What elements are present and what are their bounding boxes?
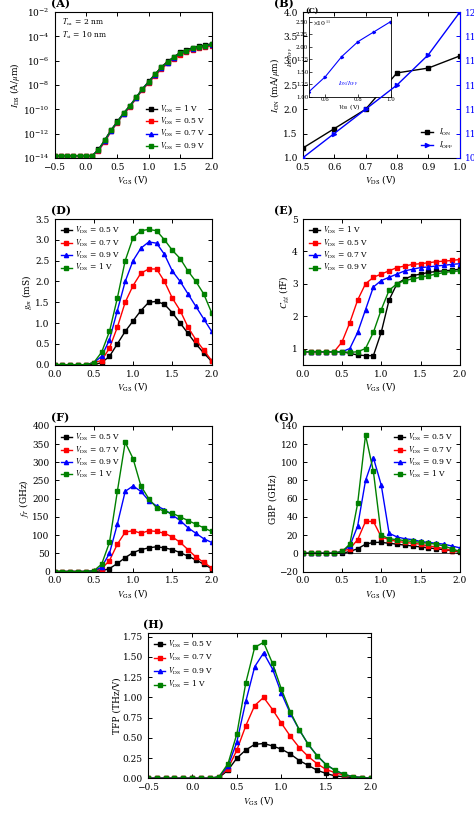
X-axis label: $V_\mathrm{GS}$ (V): $V_\mathrm{GS}$ (V)	[365, 380, 397, 393]
Y-axis label: $f_T$ (GHz): $f_T$ (GHz)	[17, 479, 31, 518]
Text: (B): (B)	[274, 0, 294, 9]
Legend: $V_\mathrm{DS}$ = 0.5 V, $V_\mathrm{DS}$ = 0.7 V, $V_\mathrm{DS}$ = 0.9 V, $V_\m: $V_\mathrm{DS}$ = 0.5 V, $V_\mathrm{DS}$…	[58, 430, 123, 482]
Legend: $V_\mathrm{DS}$ = 1 V, $V_\mathrm{DS}$ = 0.5 V, $V_\mathrm{DS}$ = 0.7 V, $V_\mat: $V_\mathrm{DS}$ = 1 V, $V_\mathrm{DS}$ =…	[143, 101, 208, 154]
Y-axis label: TFP (THz/V): TFP (THz/V)	[112, 677, 121, 734]
Legend: $V_\mathrm{DS}$ = 0.5 V, $V_\mathrm{DS}$ = 0.7 V, $V_\mathrm{DS}$ = 0.9 V, $V_\m: $V_\mathrm{DS}$ = 0.5 V, $V_\mathrm{DS}$…	[58, 222, 123, 275]
X-axis label: $V_\mathrm{GS}$ (V): $V_\mathrm{GS}$ (V)	[117, 380, 149, 393]
Text: (D): (D)	[51, 205, 72, 216]
Y-axis label: $I_\mathrm{ON}$ (mA/$\mu$m): $I_\mathrm{ON}$ (mA/$\mu$m)	[268, 58, 282, 112]
Text: (F): (F)	[51, 412, 70, 423]
Y-axis label: $g_m$ (mS): $g_m$ (mS)	[20, 274, 34, 310]
Legend: $V_\mathrm{DS}$ = 0.5 V, $V_\mathrm{DS}$ = 0.7 V, $V_\mathrm{DS}$ = 0.9 V, $V_\m: $V_\mathrm{DS}$ = 0.5 V, $V_\mathrm{DS}$…	[152, 637, 216, 693]
Y-axis label: $C_{gg}$ (fF): $C_{gg}$ (fF)	[277, 275, 291, 309]
X-axis label: $V_\mathrm{DS}$ (V): $V_\mathrm{DS}$ (V)	[365, 173, 397, 186]
Text: (E): (E)	[274, 205, 293, 216]
Text: (H): (H)	[143, 619, 164, 630]
Legend: $V_\mathrm{DS}$ = 1 V, $V_\mathrm{DS}$ = 0.5 V, $V_\mathrm{DS}$ = 0.7 V, $V_\mat: $V_\mathrm{DS}$ = 1 V, $V_\mathrm{DS}$ =…	[307, 222, 371, 275]
X-axis label: $V_\mathrm{GS}$ (V): $V_\mathrm{GS}$ (V)	[365, 587, 397, 600]
Text: (G): (G)	[274, 412, 294, 423]
Y-axis label: $I_\mathrm{DS}$ (A/$\mu$m): $I_\mathrm{DS}$ (A/$\mu$m)	[8, 62, 22, 108]
Legend: $I_\mathrm{ON}$, $I_\mathrm{OFF}$: $I_\mathrm{ON}$, $I_\mathrm{OFF}$	[418, 124, 456, 154]
Legend: $V_\mathrm{DS}$ = 0.5 V, $V_\mathrm{DS}$ = 0.7 V, $V_\mathrm{DS}$ = 0.9 V, $V_\m: $V_\mathrm{DS}$ = 0.5 V, $V_\mathrm{DS}$…	[392, 430, 456, 482]
X-axis label: $V_\mathrm{GS}$ (V): $V_\mathrm{GS}$ (V)	[117, 587, 149, 600]
Text: $T_\mathrm{ox}$ = 2 nm
$T_\mathrm{si}$ = 10 nm: $T_\mathrm{ox}$ = 2 nm $T_\mathrm{si}$ =…	[63, 16, 108, 41]
Y-axis label: GBP (GHz): GBP (GHz)	[269, 474, 278, 523]
X-axis label: $V_\mathrm{GS}$ (V): $V_\mathrm{GS}$ (V)	[117, 173, 149, 186]
X-axis label: $V_\mathrm{GS}$ (V): $V_\mathrm{GS}$ (V)	[243, 794, 275, 807]
Text: (A): (A)	[51, 0, 70, 9]
